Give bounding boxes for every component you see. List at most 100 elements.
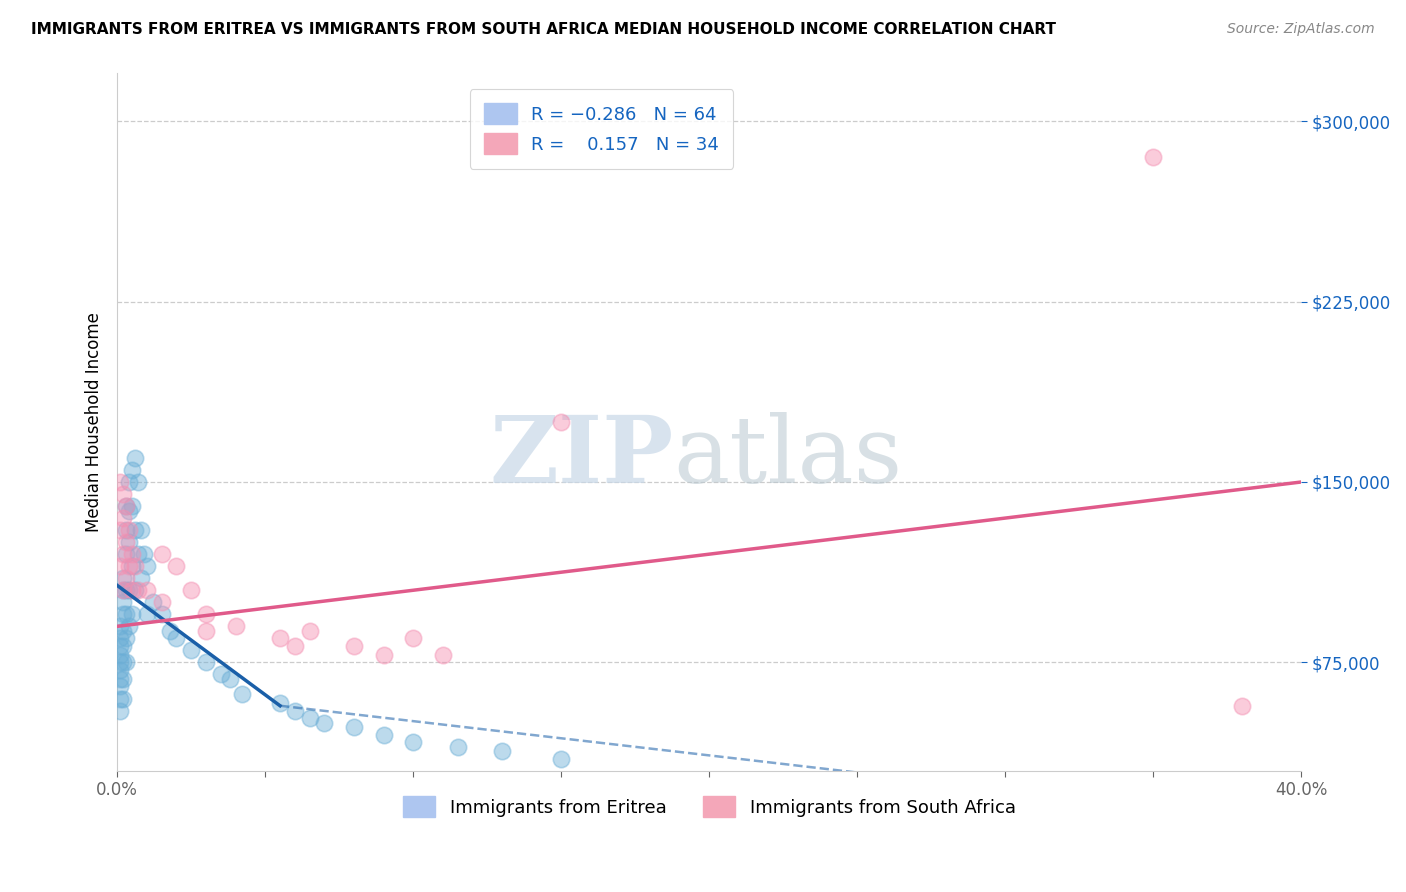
Point — [121, 463, 143, 477]
Y-axis label: Median Household Income: Median Household Income — [86, 312, 103, 532]
Point — [124, 559, 146, 574]
Point — [112, 547, 135, 561]
Point — [112, 487, 135, 501]
Point — [108, 656, 131, 670]
Point — [150, 547, 173, 561]
Point — [446, 739, 468, 754]
Point — [129, 571, 152, 585]
Point — [112, 595, 135, 609]
Point — [118, 504, 141, 518]
Point — [1142, 150, 1164, 164]
Point — [124, 450, 146, 465]
Point — [121, 607, 143, 622]
Point — [150, 595, 173, 609]
Point — [195, 656, 218, 670]
Point — [108, 648, 131, 663]
Point — [218, 673, 240, 687]
Point — [108, 523, 131, 537]
Point — [112, 571, 135, 585]
Point — [115, 583, 138, 598]
Point — [121, 559, 143, 574]
Point — [225, 619, 247, 633]
Text: Source: ZipAtlas.com: Source: ZipAtlas.com — [1227, 22, 1375, 37]
Point — [135, 583, 157, 598]
Point — [112, 656, 135, 670]
Point — [195, 624, 218, 639]
Point — [118, 523, 141, 537]
Point — [108, 691, 131, 706]
Point — [132, 547, 155, 561]
Point — [112, 691, 135, 706]
Point — [298, 624, 321, 639]
Point — [108, 673, 131, 687]
Point — [165, 559, 187, 574]
Point — [373, 648, 395, 663]
Point — [129, 523, 152, 537]
Point — [269, 696, 291, 710]
Point — [231, 687, 253, 701]
Point — [127, 583, 149, 598]
Point — [108, 680, 131, 694]
Point — [402, 632, 425, 646]
Point — [180, 643, 202, 657]
Point — [180, 583, 202, 598]
Point — [118, 475, 141, 489]
Point — [550, 752, 572, 766]
Point — [112, 639, 135, 653]
Point — [118, 583, 141, 598]
Point — [343, 639, 366, 653]
Point — [115, 547, 138, 561]
Point — [115, 571, 138, 585]
Point — [118, 559, 141, 574]
Point — [135, 607, 157, 622]
Point — [121, 583, 143, 598]
Point — [115, 499, 138, 513]
Point — [108, 704, 131, 718]
Point — [118, 535, 141, 549]
Point — [108, 632, 131, 646]
Point — [112, 607, 135, 622]
Point — [491, 744, 513, 758]
Point — [108, 619, 131, 633]
Point — [150, 607, 173, 622]
Point — [115, 607, 138, 622]
Point — [284, 704, 307, 718]
Point — [135, 559, 157, 574]
Point — [314, 715, 336, 730]
Point — [121, 499, 143, 513]
Point — [165, 632, 187, 646]
Text: IMMIGRANTS FROM ERITREA VS IMMIGRANTS FROM SOUTH AFRICA MEDIAN HOUSEHOLD INCOME : IMMIGRANTS FROM ERITREA VS IMMIGRANTS FR… — [31, 22, 1056, 37]
Point — [343, 720, 366, 734]
Point — [284, 639, 307, 653]
Point — [112, 511, 135, 525]
Point — [127, 475, 149, 489]
Legend: Immigrants from Eritrea, Immigrants from South Africa: Immigrants from Eritrea, Immigrants from… — [395, 789, 1022, 824]
Point — [118, 619, 141, 633]
Point — [269, 632, 291, 646]
Point — [124, 583, 146, 598]
Point — [108, 663, 131, 677]
Point — [112, 624, 135, 639]
Point — [108, 559, 131, 574]
Point — [209, 667, 232, 681]
Point — [108, 475, 131, 489]
Point — [159, 624, 181, 639]
Point — [195, 607, 218, 622]
Point — [112, 673, 135, 687]
Point — [127, 547, 149, 561]
Point — [121, 547, 143, 561]
Point — [115, 656, 138, 670]
Point — [115, 535, 138, 549]
Point — [402, 735, 425, 749]
Point — [115, 632, 138, 646]
Point — [124, 523, 146, 537]
Text: atlas: atlas — [673, 412, 903, 501]
Point — [550, 415, 572, 429]
Point — [108, 639, 131, 653]
Point — [432, 648, 454, 663]
Point — [142, 595, 165, 609]
Text: ZIP: ZIP — [489, 412, 673, 501]
Point — [115, 523, 138, 537]
Point — [112, 583, 135, 598]
Point — [112, 583, 135, 598]
